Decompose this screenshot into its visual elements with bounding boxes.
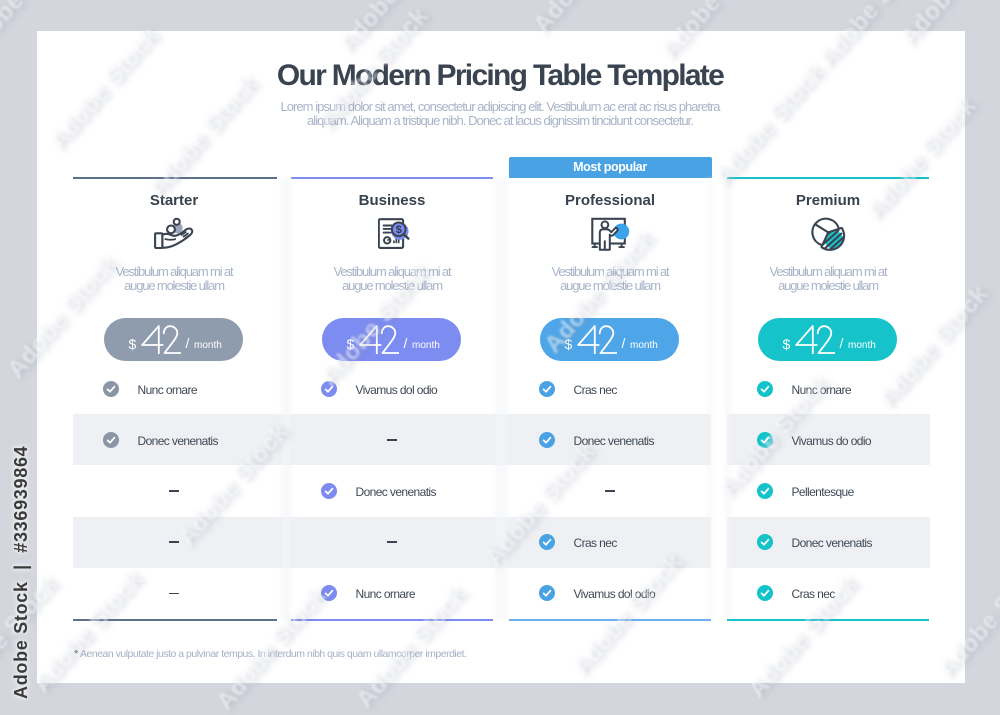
svg-text:$: $ <box>396 224 402 236</box>
